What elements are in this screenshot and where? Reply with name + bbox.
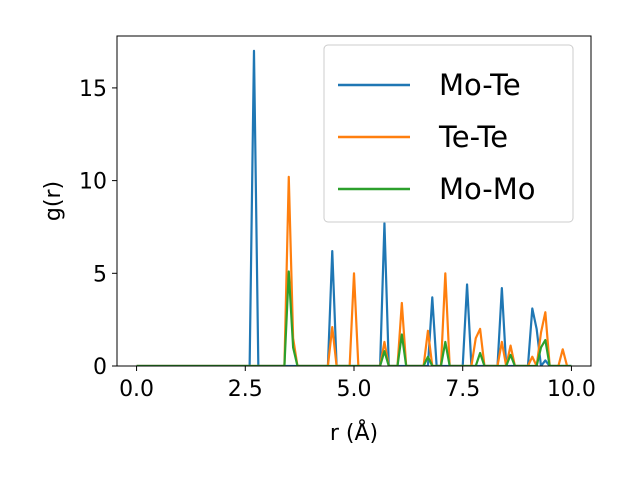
x-tick-label: 7.5 [445,377,480,402]
y-tick-label: 15 [79,77,107,102]
legend-label-te-te: Te-Te [438,120,508,154]
y-tick-label: 10 [79,170,107,195]
y-tick-label: 0 [93,355,107,380]
x-tick-label: 2.5 [228,377,263,402]
x-tick-label: 5.0 [337,377,372,402]
legend: Mo-Te Te-Te Mo-Mo [323,44,574,223]
x-tick-label: 10.0 [547,377,596,402]
y-tick-label: 5 [93,262,107,287]
series-line-mo-te [136,49,572,366]
series-line-te-te [136,175,569,366]
x-axis-label: r (Å) [330,419,378,446]
legend-label-mo-te: Mo-Te [439,68,521,102]
legend-box [323,44,574,223]
y-axis-label: g(r) [41,181,66,221]
x-tick-label: 0.0 [119,377,154,402]
axis-ticks: 0.0 2.5 5.0 7.5 10.0 0 5 10 15 [79,77,596,402]
series-lines [136,49,572,366]
legend-label-mo-mo: Mo-Mo [439,172,536,206]
